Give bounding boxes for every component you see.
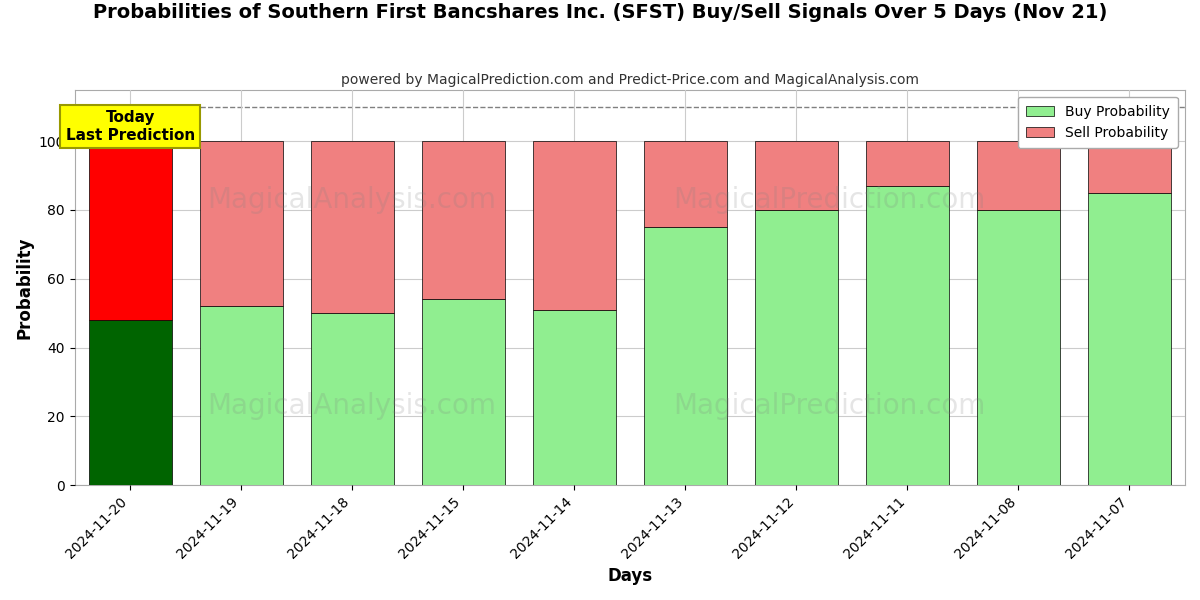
Legend: Buy Probability, Sell Probability: Buy Probability, Sell Probability [1018,97,1178,148]
Bar [865,141,949,186]
Text: MagicalPrediction.com: MagicalPrediction.com [673,187,986,214]
Bar [1088,141,1171,193]
Bar [199,141,283,306]
Bar [199,306,283,485]
Bar [311,141,394,313]
Bar [89,320,172,485]
Bar [977,210,1060,485]
Text: Today
Last Prediction: Today Last Prediction [66,110,194,143]
Bar [311,313,394,485]
Text: Probabilities of Southern First Bancshares Inc. (SFST) Buy/Sell Signals Over 5 D: Probabilities of Southern First Bancshar… [92,3,1108,22]
Bar [421,299,505,485]
Bar [643,227,727,485]
Bar [755,210,838,485]
Y-axis label: Probability: Probability [16,236,34,338]
Text: MagicalAnalysis.com: MagicalAnalysis.com [208,187,497,214]
Bar [421,141,505,299]
X-axis label: Days: Days [607,567,653,585]
Bar [533,310,616,485]
Text: MagicalPrediction.com: MagicalPrediction.com [673,392,986,420]
Bar [755,141,838,210]
Text: MagicalAnalysis.com: MagicalAnalysis.com [208,392,497,420]
Bar [1088,193,1171,485]
Bar [643,141,727,227]
Title: powered by MagicalPrediction.com and Predict-Price.com and MagicalAnalysis.com: powered by MagicalPrediction.com and Pre… [341,73,919,87]
Bar [977,141,1060,210]
Bar [89,141,172,320]
Bar [533,141,616,310]
Bar [865,186,949,485]
